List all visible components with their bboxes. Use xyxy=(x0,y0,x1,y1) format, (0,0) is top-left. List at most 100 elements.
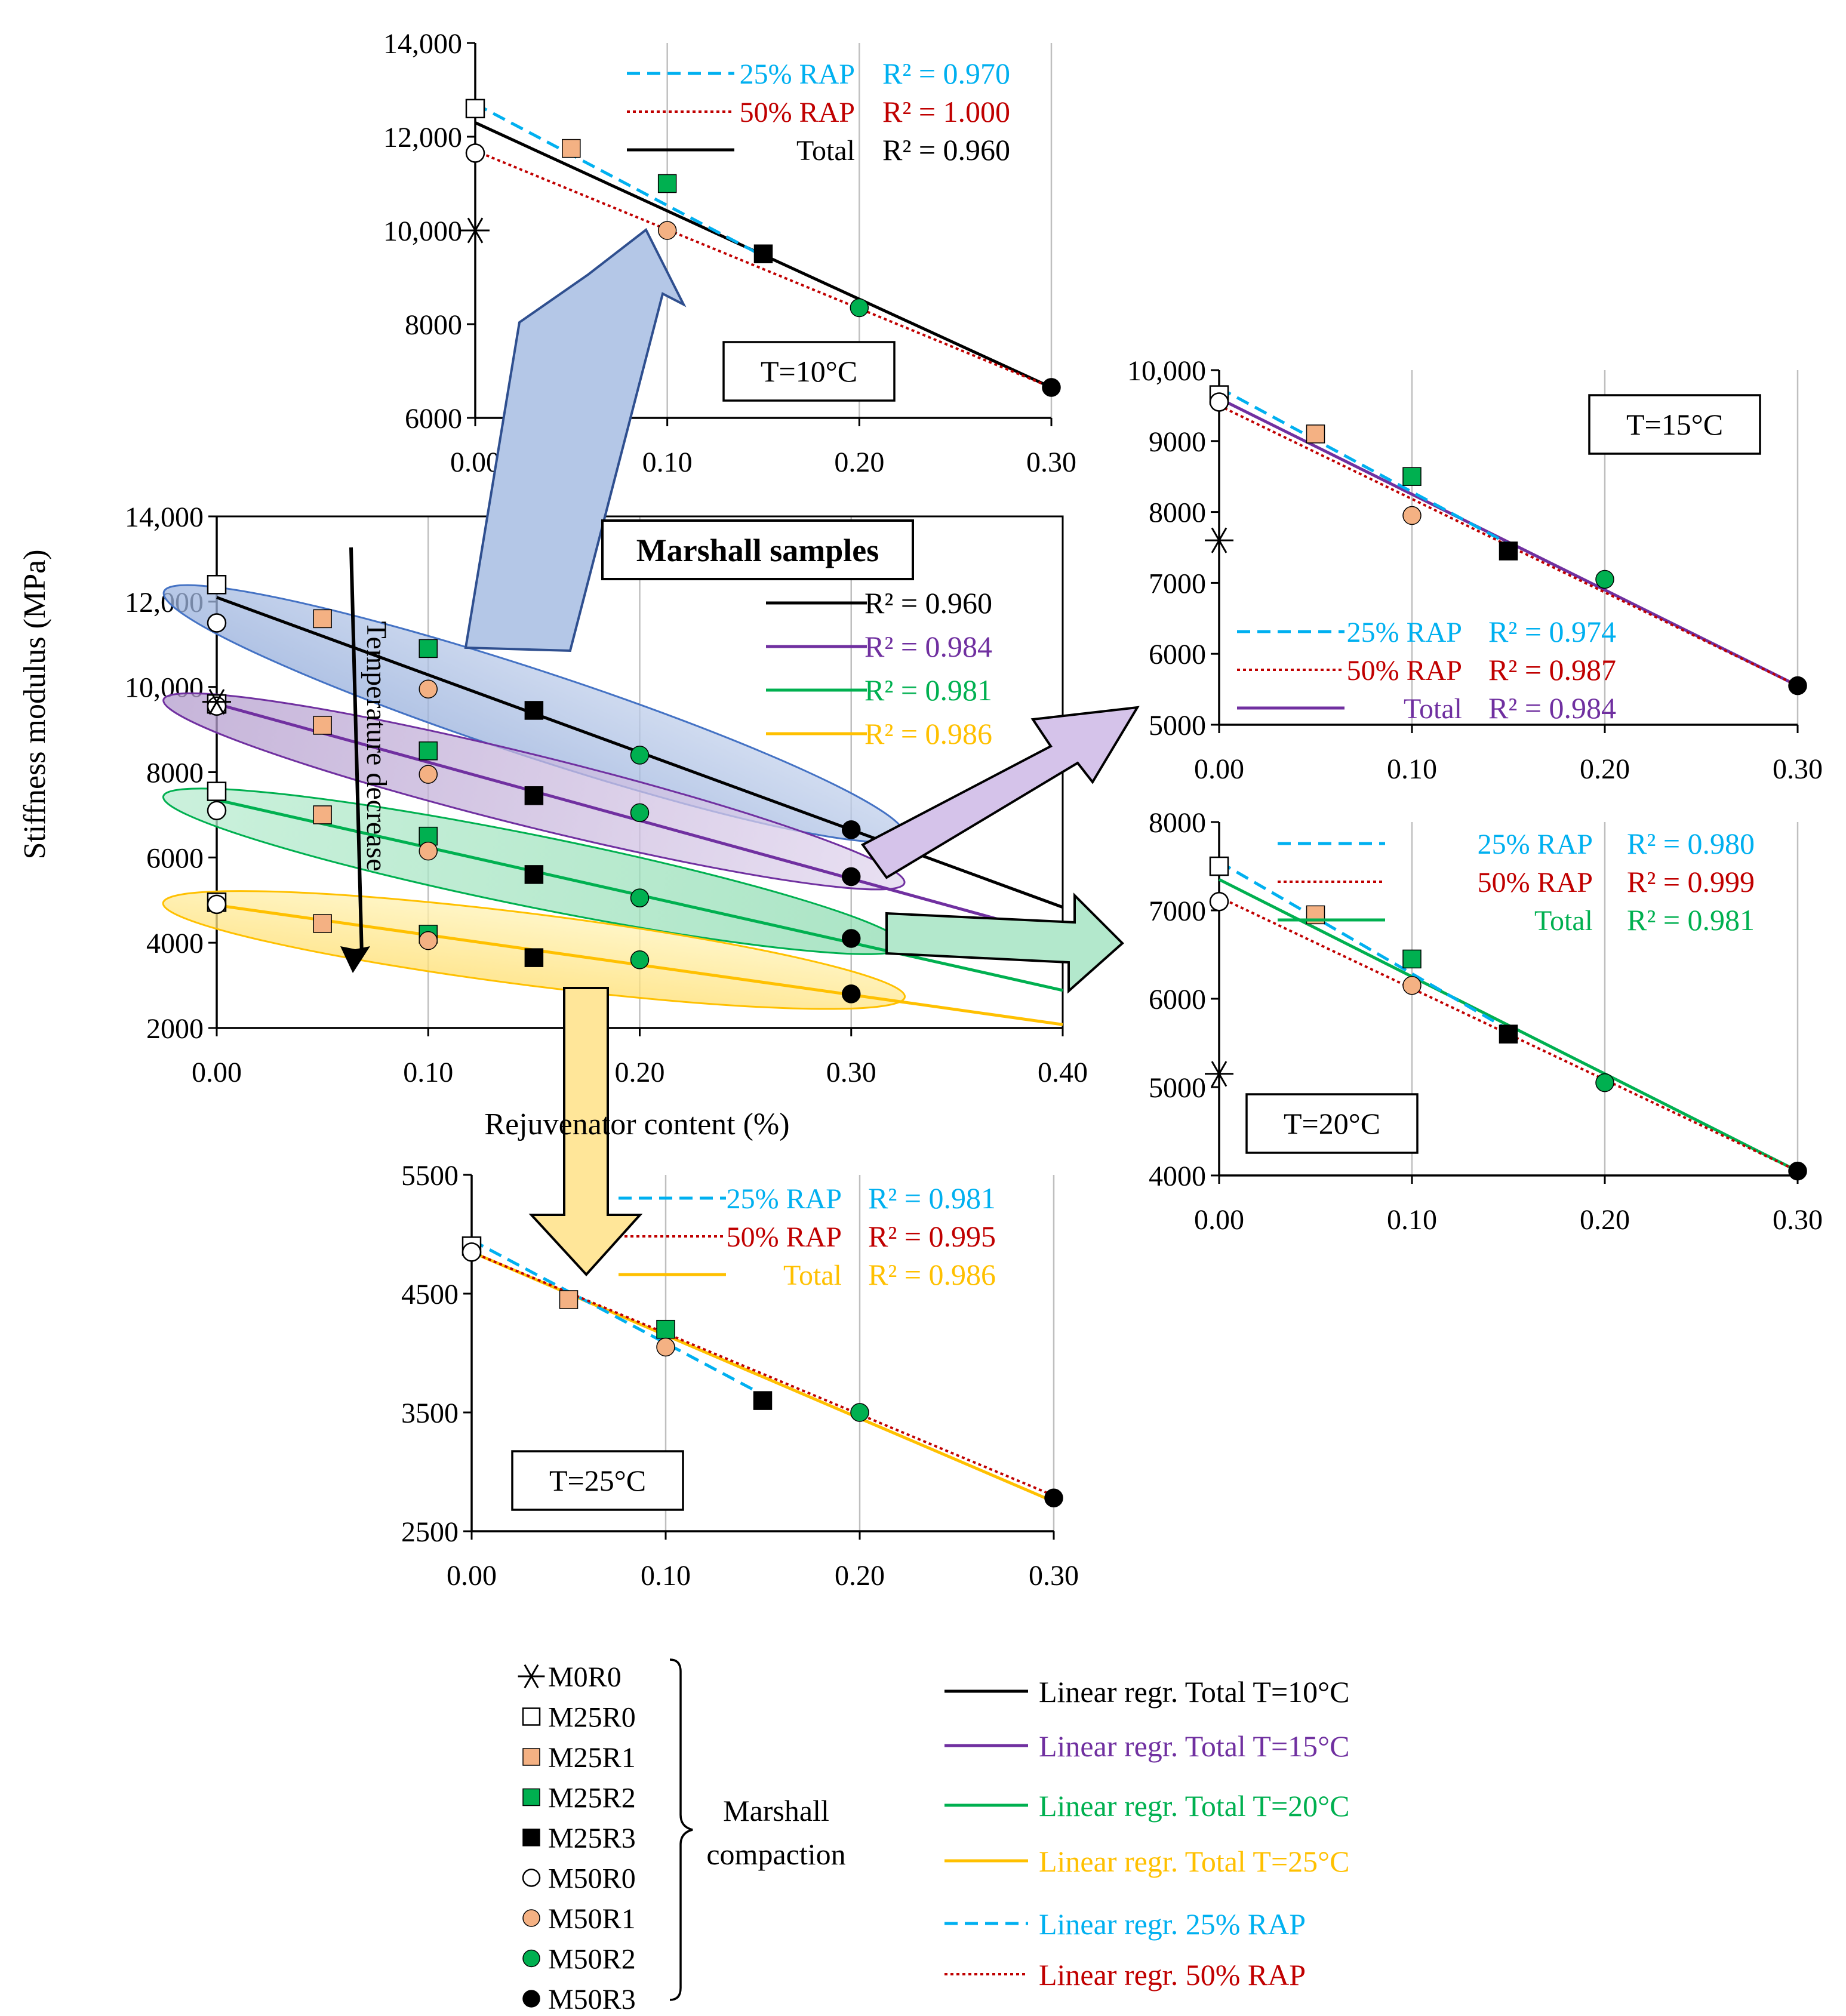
temperature-label: T=10°C xyxy=(761,355,857,388)
marker-m50r0 xyxy=(207,801,227,821)
marker-m25r1 xyxy=(313,609,332,629)
legend-marker-label: M50R0 xyxy=(548,1863,636,1895)
marker-m50r3 xyxy=(1044,1488,1063,1508)
y-tick-label: 7000 xyxy=(1149,568,1206,599)
legend-r2: R² = 0.980 xyxy=(1627,827,1755,860)
legend-name: 25% RAP xyxy=(740,59,855,90)
marker-m50r1 xyxy=(419,841,438,861)
legend-line-label: Linear regr. Total T=15°C xyxy=(1039,1729,1350,1763)
main-ylabel: Stiffness modulus (MPa) xyxy=(18,549,52,859)
marker-m25r3 xyxy=(522,1829,540,1846)
main-title-box: Marshall samples xyxy=(601,519,914,580)
y-tick-label: 6000 xyxy=(1149,639,1206,670)
marker-m50r1 xyxy=(522,1909,540,1927)
connector-arrows xyxy=(464,227,1140,1276)
x-tick-label: 0.00 xyxy=(192,1057,242,1088)
marker-m0r0 xyxy=(518,1664,545,1689)
temperature-annotation: Temperature decrease xyxy=(361,621,392,871)
marker-m50r3 xyxy=(842,820,861,839)
chart-t20: 4000 5000 6000 7000 8000 0.00 0.10 0.20 0.30 T=20… xyxy=(1149,807,1823,1236)
marker-m50r0 xyxy=(207,894,227,915)
marker-m25r2 xyxy=(657,174,677,193)
regression-dot xyxy=(475,149,1052,389)
y-tick-label: 5000 xyxy=(1149,1072,1206,1104)
legend-marker-label: M25R1 xyxy=(548,1742,636,1774)
marker-m25r3 xyxy=(1499,541,1518,561)
marker-m50r0 xyxy=(1209,392,1229,412)
legend-group-label: Marshall xyxy=(723,1794,829,1827)
y-tick-label: 8000 xyxy=(146,758,204,789)
chart-t15: 5000 6000 7000 8000 9000 10,000 0.00 0.10 0.20 0.… xyxy=(1127,355,1823,785)
legend-r2: R² = 1.000 xyxy=(882,95,1010,128)
y-tick-label: 3500 xyxy=(401,1398,459,1429)
temperature-label: T=25°C xyxy=(549,1464,646,1497)
x-tick-label: 0.00 xyxy=(1194,753,1244,785)
marker-m25r3 xyxy=(524,701,544,720)
marker-m25r1 xyxy=(313,914,332,933)
legend-r2: R² = 0.999 xyxy=(1627,865,1755,898)
legend-marker-label: M50R1 xyxy=(548,1903,636,1935)
marker-m50r2 xyxy=(1595,1073,1614,1092)
marker-m0r0 xyxy=(1205,1061,1233,1087)
legend-marker-label: M25R0 xyxy=(548,1702,636,1734)
marker-m50r1 xyxy=(419,765,438,784)
legend-marker-label: M50R2 xyxy=(548,1944,636,1975)
marker-m25r2 xyxy=(419,639,438,658)
legend-line-label: Linear regr. Total T=20°C xyxy=(1039,1789,1350,1823)
legend-r2: R² = 0.981 xyxy=(868,1181,996,1215)
legend-r2: R² = 0.970 xyxy=(882,57,1010,90)
y-tick-label: 5000 xyxy=(1149,710,1206,741)
legend-marker-label: M0R0 xyxy=(548,1661,622,1693)
marker-m50r1 xyxy=(1402,506,1422,525)
y-tick-label: 10,000 xyxy=(383,216,462,247)
x-tick-label: 0.10 xyxy=(1387,1204,1437,1236)
marker-m50r3 xyxy=(522,1990,540,2008)
marker-m0r0-stroke xyxy=(467,217,484,244)
marker-m50r1 xyxy=(656,1337,675,1357)
marker-m50r0 xyxy=(461,1242,482,1262)
y-tick-label: 9000 xyxy=(1149,426,1206,458)
regression-dot xyxy=(471,1251,1054,1497)
legend-name: Total xyxy=(1404,693,1462,725)
legend-r2: R² = 0.981 xyxy=(1627,903,1755,937)
marker-m0r0 xyxy=(1205,527,1233,553)
legend-marker-label: M25R3 xyxy=(548,1823,636,1854)
x-tick-label: 0.30 xyxy=(1026,447,1076,478)
y-tick-label: 14,000 xyxy=(125,501,204,533)
y-tick-label: 2500 xyxy=(401,1516,459,1548)
marker-m0r0-stroke xyxy=(208,689,225,715)
legend-name: Total xyxy=(1534,905,1593,937)
marker-m50r1 xyxy=(419,931,438,950)
y-tick-label: 7000 xyxy=(1149,895,1206,927)
marker-m50r3 xyxy=(1788,1161,1807,1181)
temperature-label: T=15°C xyxy=(1626,408,1723,441)
regression-dash xyxy=(474,102,764,258)
marker-m50r2 xyxy=(630,888,650,907)
marker-m25r2 xyxy=(656,1319,675,1339)
legend-label: R² = 0.960 xyxy=(864,586,992,620)
y-tick-label: 6000 xyxy=(146,842,204,874)
x-tick-label: 0.20 xyxy=(834,447,884,478)
marker-m25r0 xyxy=(207,575,227,595)
legend-name: 25% RAP xyxy=(727,1183,842,1215)
legend-name: Total xyxy=(796,135,855,167)
marker-m50r2 xyxy=(850,1403,869,1422)
x-tick-label: 0.20 xyxy=(1580,1204,1630,1236)
x-tick-label: 0.20 xyxy=(1580,753,1630,785)
legend-name: 50% RAP xyxy=(727,1221,842,1253)
marker-m50r3 xyxy=(1042,378,1061,397)
legend-name: 25% RAP xyxy=(1347,617,1462,648)
marker-m50r2 xyxy=(850,298,869,318)
y-tick-label: 8000 xyxy=(405,309,462,341)
marker-m25r2 xyxy=(522,1788,540,1806)
marker-m50r2 xyxy=(630,746,650,765)
main-title: Marshall samples xyxy=(636,533,879,568)
x-tick-label: 0.10 xyxy=(403,1057,453,1088)
y-tick-label: 6000 xyxy=(405,403,462,435)
marker-m25r0 xyxy=(207,781,227,801)
arrow-to-t15 xyxy=(861,706,1140,879)
marker-m50r1 xyxy=(419,679,438,698)
legend-r2: R² = 0.960 xyxy=(882,133,1010,167)
legend-line-label: Linear regr. 50% RAP xyxy=(1039,1958,1306,1992)
